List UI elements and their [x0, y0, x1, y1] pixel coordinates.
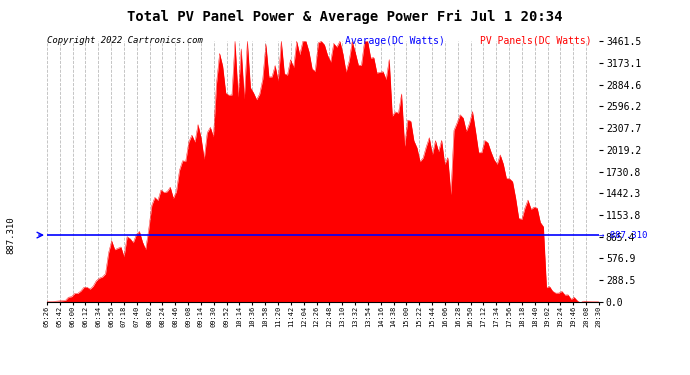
Text: → 887.310: → 887.310: [599, 231, 647, 240]
Text: Copyright 2022 Cartronics.com: Copyright 2022 Cartronics.com: [47, 36, 203, 45]
Text: 887.310: 887.310: [6, 216, 16, 254]
Text: Average(DC Watts): Average(DC Watts): [345, 36, 445, 46]
Text: Total PV Panel Power & Average Power Fri Jul 1 20:34: Total PV Panel Power & Average Power Fri…: [127, 9, 563, 24]
Text: PV Panels(DC Watts): PV Panels(DC Watts): [480, 36, 591, 46]
